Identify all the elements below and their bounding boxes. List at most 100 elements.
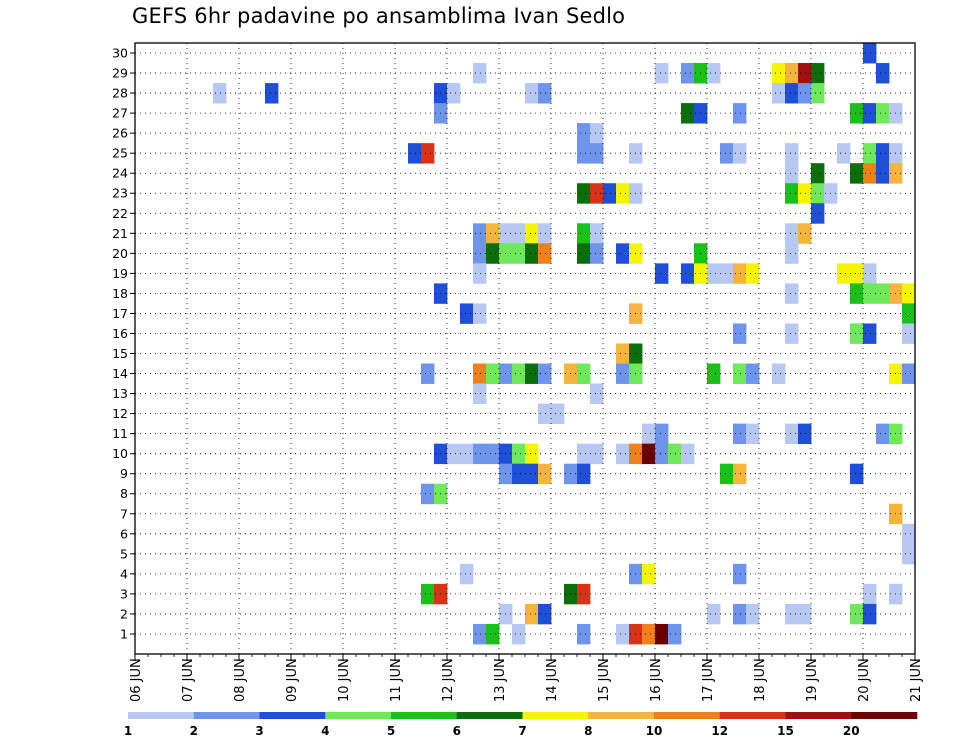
heatmap-cell <box>772 63 786 84</box>
heatmap-cell <box>707 263 721 284</box>
heatmap-cell <box>850 323 864 344</box>
colorbar-label: 3 <box>255 724 263 738</box>
heatmap-cell <box>213 83 227 104</box>
heatmap-cell <box>798 603 812 625</box>
heatmap-cell <box>733 423 747 445</box>
y-tick-label: 4 <box>120 566 128 581</box>
heatmap-cell <box>902 363 916 384</box>
heatmap-cell <box>590 383 604 404</box>
heatmap-cell <box>486 443 500 465</box>
y-tick-label: 11 <box>112 426 128 441</box>
heatmap-cell <box>642 423 656 445</box>
y-tick-label: 9 <box>120 466 128 481</box>
heatmap-cell <box>811 163 825 184</box>
heatmap-cell <box>616 363 630 384</box>
y-tick-label: 16 <box>112 326 128 341</box>
x-tick-label: 19 JUN <box>805 658 820 702</box>
x-tick-label: 16 JUN <box>649 658 664 702</box>
heatmap-cell <box>876 63 890 84</box>
heatmap-cell <box>720 263 734 284</box>
heatmap-cell <box>538 463 552 485</box>
heatmap-cell <box>577 463 591 485</box>
heatmap-cell <box>850 603 864 625</box>
y-tick-label: 18 <box>112 286 128 301</box>
colorbar-swatch <box>588 712 655 719</box>
heatmap-cell <box>850 463 864 485</box>
heatmap-cell <box>655 443 669 465</box>
heatmap-cell <box>772 83 786 104</box>
x-tick-label: 10 JUN <box>337 658 352 702</box>
colorbar-swatch <box>456 712 523 719</box>
y-tick-label: 1 <box>120 626 128 641</box>
y-tick-label: 14 <box>112 366 128 381</box>
heatmap-cell <box>512 223 526 244</box>
heatmap-cell <box>850 163 864 184</box>
heatmap-cell <box>863 323 877 344</box>
y-tick-label: 29 <box>112 66 128 81</box>
x-tick-label: 14 JUN <box>545 658 560 702</box>
heatmap-cell <box>902 303 916 324</box>
heatmap-cell <box>473 63 487 84</box>
heatmap-cell <box>538 363 552 384</box>
y-tick-label: 8 <box>120 486 128 501</box>
heatmap-cell <box>720 143 734 164</box>
heatmap-cell <box>460 443 474 465</box>
heatmap-cell <box>616 623 630 645</box>
heatmap-cell <box>525 83 539 104</box>
heatmap-cell <box>473 243 487 264</box>
heatmap-cell <box>785 223 799 244</box>
heatmap-cell <box>850 283 864 304</box>
heatmap-cell <box>681 63 695 84</box>
heatmap-cell <box>681 263 695 284</box>
heatmap-cell <box>525 243 539 264</box>
colorbar-swatch <box>128 712 195 719</box>
heatmap-cell <box>655 423 669 445</box>
heatmap-cell <box>655 263 669 284</box>
heatmap-cell <box>486 223 500 244</box>
colorbar-swatch <box>259 712 326 719</box>
heatmap-cell <box>421 583 435 605</box>
colorbar-label: 5 <box>387 724 395 738</box>
heatmap-cell <box>577 623 591 645</box>
y-tick-label: 13 <box>112 386 128 401</box>
y-tick-label: 27 <box>112 106 128 121</box>
heatmap-cell <box>811 83 825 104</box>
x-tick-label: 12 JUN <box>441 658 456 702</box>
heatmap-cell <box>460 303 474 324</box>
colorbar-swatch <box>654 712 721 719</box>
heatmap-cell <box>538 83 552 104</box>
heatmap-cell <box>473 623 487 645</box>
colorbar-label: 7 <box>518 724 526 738</box>
heatmap-cell <box>616 243 630 264</box>
y-tick-label: 26 <box>112 126 128 141</box>
heatmap-cell <box>590 243 604 264</box>
y-tick-label: 12 <box>112 406 128 421</box>
heatmap-cell <box>486 623 500 645</box>
heatmap-cell <box>525 363 539 384</box>
colorbar-label: 8 <box>584 724 592 738</box>
x-tick-label: 11 JUN <box>389 658 404 702</box>
heatmap-cell <box>642 443 656 465</box>
heatmap-cell <box>512 243 526 264</box>
heatmap-cell <box>785 603 799 625</box>
y-tick-label: 17 <box>112 306 128 321</box>
plot-frame <box>134 42 916 655</box>
heatmap-cell <box>733 563 747 585</box>
heatmap-cell <box>577 363 591 384</box>
x-tick-label: 21 JUN <box>909 658 924 702</box>
heatmap-cell <box>785 423 799 445</box>
heatmap-cell <box>707 363 721 384</box>
heatmap-cell <box>785 283 799 304</box>
heatmap-cell <box>785 63 799 84</box>
heatmap-cell <box>590 223 604 244</box>
heatmap-cell <box>538 243 552 264</box>
heatmap-cell <box>681 443 695 465</box>
chart-title: GEFS 6hr padavine po ansamblima Ivan Sed… <box>132 4 626 28</box>
heatmap-cell <box>421 143 435 164</box>
y-tick-label: 28 <box>112 86 128 101</box>
colorbar-label: 6 <box>453 724 461 738</box>
heatmap-cell <box>460 563 474 585</box>
y-tick-label: 25 <box>112 146 128 161</box>
heatmap-cell <box>538 403 552 425</box>
heatmap-cell <box>447 83 461 104</box>
